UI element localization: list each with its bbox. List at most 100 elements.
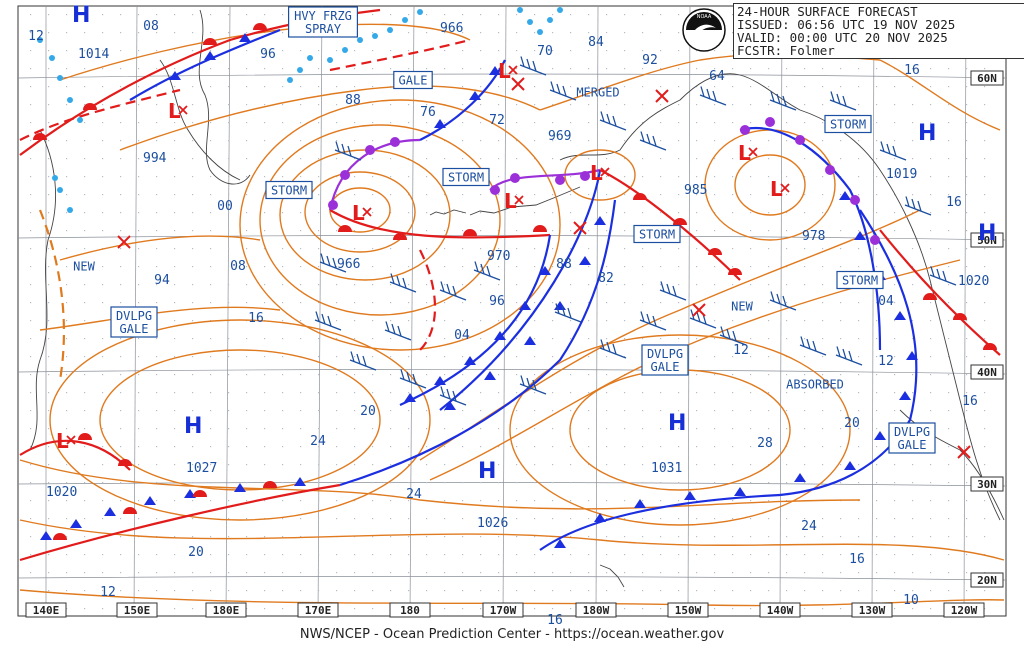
pressure-value: 966 — [440, 21, 463, 36]
lat-label-text: 30N — [977, 478, 997, 491]
spray-dot — [37, 37, 43, 43]
stage-label: NEW — [731, 300, 753, 314]
svg-text:L: L — [590, 161, 603, 185]
wind-barb — [439, 386, 467, 406]
wind-barb — [769, 291, 797, 311]
wind-barb — [319, 253, 347, 273]
stage-label-text: STORM — [830, 118, 866, 132]
lon-label-text: 170E — [305, 604, 332, 617]
high-center-H: H — [184, 414, 202, 439]
isobar-label: 72 — [489, 113, 505, 128]
lon-label-text: 180W — [583, 604, 610, 617]
coastlines — [29, 9, 1005, 588]
lon-label: 150E — [116, 602, 158, 618]
lat-label: 40N — [970, 364, 1004, 380]
wind-barb — [334, 141, 362, 161]
low-center-L: L — [590, 161, 610, 185]
isobar-label: 76 — [420, 105, 436, 120]
isobar-label: 16 — [248, 311, 264, 326]
stage-label: STORM — [836, 270, 884, 290]
spray-dot — [372, 33, 378, 39]
isobar-label: 88 — [556, 257, 572, 272]
stage-label-text: HVY FRZG — [294, 9, 352, 23]
lat-label-text: 20N — [977, 574, 997, 587]
wind-barb — [389, 273, 417, 293]
svg-text:L: L — [504, 189, 517, 213]
isobar-label: 20 — [188, 545, 204, 560]
stage-label: STORM — [633, 224, 681, 244]
forecaster: FCSTR: Folmer — [737, 43, 835, 58]
spray-dot — [402, 17, 408, 23]
stage-label-text: MERGED — [576, 86, 619, 100]
wind-barb — [554, 303, 582, 323]
high-center-H: H — [72, 3, 90, 28]
wind-barb — [699, 86, 727, 106]
stage-label-text: GALE — [120, 322, 149, 336]
wind-barb — [659, 281, 687, 301]
isobar-label: 96 — [260, 47, 276, 62]
noaa-logo: NOAA — [682, 8, 726, 52]
isobar-label: 70 — [537, 44, 553, 59]
fronts — [19, 8, 1001, 562]
forecast-title: 24-HOUR SURFACE FORECAST — [737, 4, 918, 19]
pressure-value: 1020 — [46, 485, 77, 500]
isobar-label: 16 — [962, 394, 978, 409]
wind-barb — [519, 375, 547, 395]
wind-barb — [473, 261, 501, 281]
isobar-label: 24 — [310, 434, 326, 449]
pressure-value: 978 — [802, 229, 825, 244]
spray-dot — [77, 117, 83, 123]
wind-barb — [829, 91, 857, 111]
stage-label-text: GALE — [651, 360, 680, 374]
spray-dot — [327, 57, 333, 63]
pressure-value: 970 — [487, 249, 510, 264]
isobar-label: 04 — [878, 294, 894, 309]
pressure-centers: H 1014 994 966 970 966 969 985 978 H 101… — [46, 3, 996, 531]
isobar-label: 16 — [904, 63, 920, 78]
stage-label-text: GALE — [898, 438, 927, 452]
lon-label: 180E — [205, 602, 247, 618]
wind-barbs — [314, 56, 957, 406]
low-center-L: L — [56, 429, 76, 453]
lon-label-text: 180E — [213, 604, 240, 617]
wind-barb — [879, 141, 907, 161]
lon-label-text: 130W — [859, 604, 886, 617]
isobar-label: 28 — [757, 436, 773, 451]
isobar-labels: 12 08 96 88 76 72 84 92 64 16 00 08 94 16 04 96 88 82 12 04… — [28, 19, 978, 628]
wind-barb — [835, 346, 863, 366]
lat-label-text: 50N — [977, 234, 997, 247]
low-center-L: L — [770, 177, 790, 201]
spray-dot — [287, 77, 293, 83]
wind-barb — [549, 81, 577, 101]
svg-text:L: L — [770, 177, 783, 201]
forecast-header: 24-HOUR SURFACE FORECAST ISSUED: 06:56 U… — [733, 3, 1024, 59]
stage-label-text: NEW — [73, 260, 95, 274]
stage-label: MERGED — [576, 86, 619, 100]
lat-label: 30N — [970, 476, 1004, 492]
isobar-label: 10 — [903, 593, 919, 608]
lon-label: 170W — [482, 602, 524, 618]
high-center-H: H — [478, 459, 496, 484]
low-center-L: L — [352, 201, 372, 225]
lat-label: 20N — [970, 572, 1004, 588]
high-center-H: H — [978, 221, 996, 246]
spray-dot — [67, 207, 73, 213]
isobar-label: 82 — [598, 271, 614, 286]
lon-label-text: 150E — [124, 604, 151, 617]
wind-barb — [639, 311, 667, 331]
wind-barb — [314, 311, 342, 331]
pressure-value: 969 — [548, 129, 571, 144]
isobar-label: 88 — [345, 93, 361, 108]
svg-text:NOAA: NOAA — [697, 14, 712, 20]
isobar-label: 20 — [360, 404, 376, 419]
isobar-label: 96 — [489, 294, 505, 309]
latitude-labels: 60N 50N 40N 30N 20N — [970, 70, 1004, 588]
lon-label: 150W — [667, 602, 709, 618]
low-center-L: L — [738, 141, 758, 165]
stage-label-text: STORM — [271, 184, 307, 198]
svg-text:L: L — [168, 99, 181, 123]
